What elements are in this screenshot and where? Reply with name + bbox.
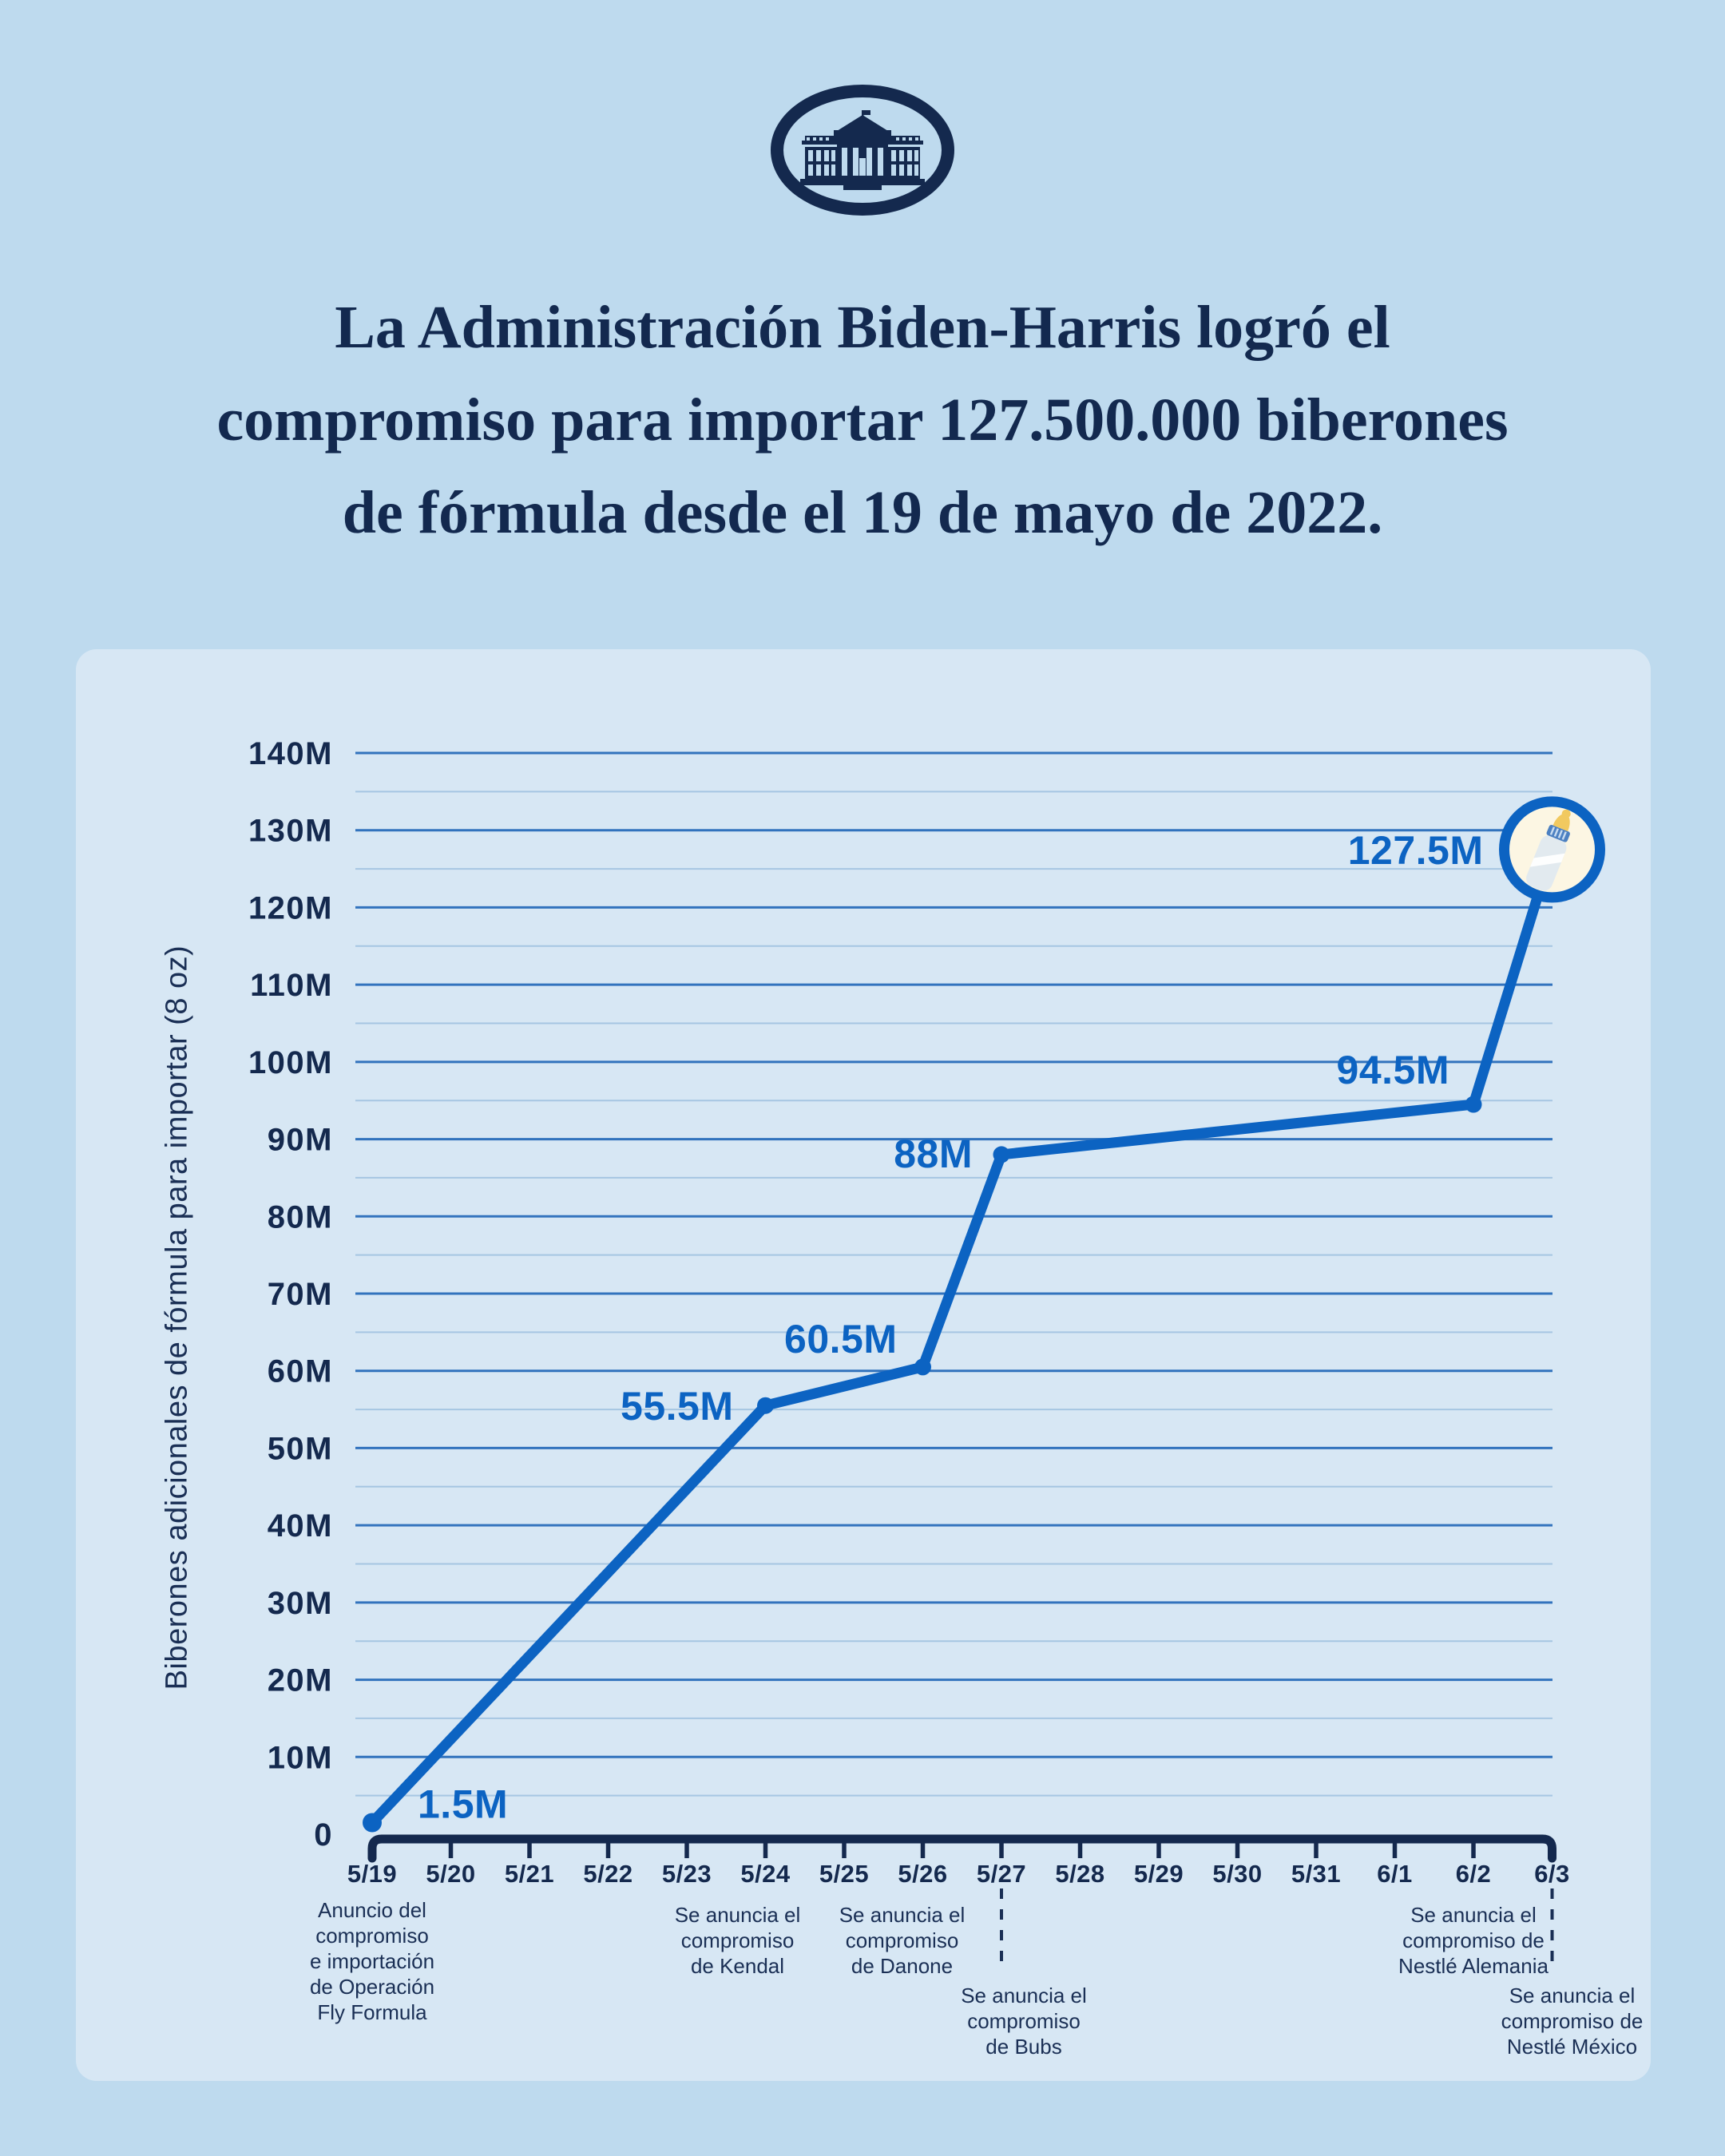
line-chart: 140M 130M 120M 110M 100M 90M 80M 70M 60M 50M 40M 30… — [248, 736, 1605, 1971]
page-title-line1: La Administración Biden-Harris logró el — [335, 294, 1390, 361]
y-tick-label-100M: 100M — [248, 1045, 333, 1080]
data-point-5/27 — [993, 1146, 1010, 1163]
header — [0, 80, 1725, 220]
y-tick-label-80M: 80M — [268, 1199, 333, 1235]
y-tick-label-60M: 60M — [268, 1354, 333, 1389]
value-label-1.5M: 1.5M — [418, 1781, 508, 1826]
y-tick-label-20M: 20M — [268, 1663, 333, 1698]
page-title-line2: compromiso para importar 127.500.000 bib… — [216, 386, 1509, 454]
x-axis-line — [367, 1834, 1556, 1863]
y-tick-label-110M: 110M — [250, 968, 333, 1003]
data-point-5/19 — [363, 1813, 382, 1833]
y-tick-label-40M: 40M — [268, 1508, 333, 1544]
value-label-60.5M: 60.5M — [784, 1317, 897, 1361]
value-label-55.5M: 55.5M — [621, 1384, 733, 1429]
y-tick-label-120M: 120M — [248, 890, 333, 925]
x-tick-label-5/29: 5/29 — [1134, 1860, 1184, 1888]
x-tick-label-5/21: 5/21 — [505, 1860, 554, 1888]
x-tick-label-5/20: 5/20 — [426, 1860, 475, 1888]
x-axis-ticks — [448, 1842, 1476, 1858]
data-point-5/26 — [914, 1358, 931, 1376]
x-tick-label-5/28: 5/28 — [1055, 1860, 1104, 1888]
whitehouse-logo-icon — [771, 85, 954, 216]
y-tick-label-30M: 30M — [268, 1586, 333, 1621]
x-tick-label-5/25: 5/25 — [819, 1860, 869, 1888]
x-tick-label-5/22: 5/22 — [583, 1860, 632, 1888]
data-line — [367, 844, 1557, 1828]
x-axis-tick-labels: 5/19 5/20 5/21 5/22 5/23 5/24 5/25 5/26 5/27 5/28… — [347, 1860, 1570, 1888]
y-tick-label-70M: 70M — [268, 1277, 333, 1312]
y-tick-label-90M: 90M — [268, 1123, 333, 1158]
page-title: La Administración Biden-Harris logró el … — [0, 281, 1725, 559]
x-tick-label-6/1: 6/1 — [1377, 1860, 1413, 1888]
x-tick-label-6/3: 6/3 — [1534, 1860, 1570, 1888]
y-tick-label-140M: 140M — [248, 736, 333, 771]
x-tick-label-5/27: 5/27 — [977, 1860, 1026, 1888]
value-label-127.5M: 127.5M — [1348, 828, 1484, 873]
baby-bottle-icon — [1526, 809, 1571, 891]
y-tick-label-0: 0 — [314, 1817, 333, 1853]
y-tick-label-130M: 130M — [248, 814, 333, 849]
value-label-88M: 88M — [894, 1132, 973, 1176]
y-axis-tick-labels: 140M 130M 120M 110M 100M 90M 80M 70M 60M 50M 40M 30… — [248, 736, 333, 1853]
data-point-5/24 — [757, 1397, 774, 1414]
x-tick-label-6/2: 6/2 — [1456, 1860, 1492, 1888]
chart-panel: Biberones adicionales de fórmula para im… — [76, 649, 1651, 2081]
y-tick-label-50M: 50M — [268, 1431, 333, 1466]
gridlines-minor — [355, 791, 1552, 1797]
value-label-94.5M: 94.5M — [1337, 1048, 1449, 1092]
page-title-line3: de fórmula desde el 19 de mayo de 2022. — [342, 479, 1383, 546]
x-tick-label-5/31: 5/31 — [1291, 1860, 1341, 1888]
y-tick-label-10M: 10M — [268, 1740, 333, 1775]
x-tick-label-5/24: 5/24 — [740, 1860, 791, 1888]
x-tick-label-5/26: 5/26 — [898, 1860, 947, 1888]
x-tick-label-5/19: 5/19 — [347, 1860, 397, 1888]
x-tick-label-5/23: 5/23 — [662, 1860, 712, 1888]
gridlines-major — [355, 751, 1552, 1758]
x-tick-label-5/30: 5/30 — [1212, 1860, 1262, 1888]
data-point-6/2 — [1465, 1096, 1482, 1113]
